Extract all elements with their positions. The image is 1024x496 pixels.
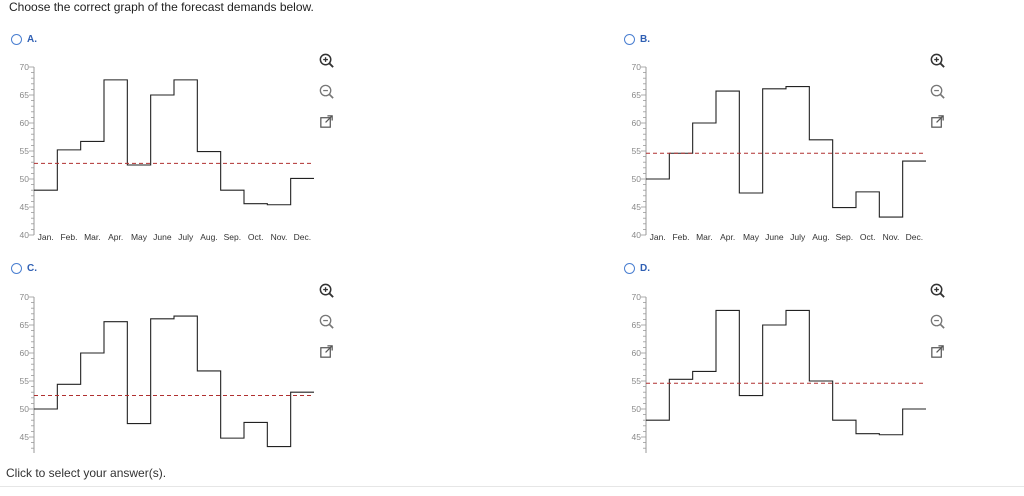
option-c[interactable]: C.	[11, 263, 37, 274]
zoom-out-icon[interactable]	[929, 313, 946, 330]
y-tick-label: 50	[20, 174, 30, 184]
y-tick-label: 45	[632, 432, 642, 442]
y-tick-label: 60	[20, 348, 30, 358]
x-category-label: May	[743, 232, 760, 242]
open-external-icon[interactable]	[929, 343, 946, 360]
chart-d: 45 50 55 60 65 70	[632, 292, 926, 453]
open-external-icon[interactable]	[318, 343, 335, 360]
option-a[interactable]: A.	[11, 34, 37, 45]
option-d-radio[interactable]	[624, 263, 635, 274]
x-category-label: Apr.	[720, 232, 735, 242]
y-tick-label: 50	[632, 174, 642, 184]
y-tick-label: 55	[632, 146, 642, 156]
y-tick-label: 50	[20, 404, 30, 414]
x-category-label: Apr.	[108, 232, 123, 242]
y-tick-label: 70	[20, 62, 30, 72]
x-category-label: July	[790, 232, 806, 242]
forecast-step-line	[34, 79, 314, 206]
x-category-label: Sep.	[836, 232, 854, 242]
y-tick-label: 60	[632, 348, 642, 358]
x-category-label: Jan.	[650, 232, 666, 242]
zoom-out-icon[interactable]	[929, 83, 946, 100]
x-category-label: June	[153, 232, 172, 242]
zoom-out-icon[interactable]	[318, 313, 335, 330]
option-a-label: A.	[27, 34, 37, 45]
y-tick-label: 70	[632, 292, 642, 302]
chart-b: 40 45 50 55 60 65 70 Jan. Feb. Mar. Apr. May June Jul…	[632, 62, 926, 242]
y-tick-label: 65	[20, 90, 30, 100]
x-category-label: June	[765, 232, 784, 242]
zoom-in-icon[interactable]	[929, 52, 946, 69]
y-tick-label: 45	[20, 432, 30, 442]
x-category-label: Mar.	[696, 232, 713, 242]
zoom-in-icon[interactable]	[318, 52, 335, 69]
x-category-label: Aug.	[812, 232, 830, 242]
y-tick-label: 60	[632, 118, 642, 128]
question-text: Choose the correct graph of the forecast…	[9, 0, 314, 14]
open-external-icon[interactable]	[318, 113, 335, 130]
option-c-label: C.	[27, 263, 37, 274]
zoom-in-icon[interactable]	[929, 282, 946, 299]
x-category-label: Dec.	[294, 232, 311, 242]
chart-a: 40 45 50 55 60 65 70 Jan. Feb. Mar. Apr. May June Jul…	[20, 62, 314, 242]
option-b-radio[interactable]	[624, 34, 635, 45]
x-category-label: Oct.	[248, 232, 264, 242]
y-tick-label: 50	[632, 404, 642, 414]
option-a-radio[interactable]	[11, 34, 22, 45]
y-tick-label: 40	[20, 230, 30, 240]
option-b[interactable]: B.	[624, 34, 650, 45]
x-category-label: Dec.	[906, 232, 923, 242]
y-tick-label: 65	[632, 320, 642, 330]
x-category-label: Oct.	[860, 232, 876, 242]
chart-c: 45 50 55 60 65 70	[20, 292, 314, 453]
y-tick-label: 70	[20, 292, 30, 302]
option-c-radio[interactable]	[11, 263, 22, 274]
bottom-divider	[0, 486, 1024, 487]
x-category-label: Feb.	[672, 232, 689, 242]
x-category-label: Feb.	[60, 232, 77, 242]
x-category-label: Jan.	[38, 232, 54, 242]
y-tick-label: 55	[20, 376, 30, 386]
open-external-icon[interactable]	[929, 113, 946, 130]
y-tick-label: 65	[632, 90, 642, 100]
y-tick-label: 45	[632, 202, 642, 212]
forecast-step-line	[646, 309, 926, 436]
option-d-label: D.	[640, 263, 650, 274]
zoom-out-icon[interactable]	[318, 83, 335, 100]
y-tick-label: 45	[20, 202, 30, 212]
x-category-label: Sep.	[224, 232, 242, 242]
y-tick-label: 40	[632, 230, 642, 240]
x-category-label: Aug.	[200, 232, 218, 242]
zoom-in-icon[interactable]	[318, 282, 335, 299]
x-category-label: July	[178, 232, 194, 242]
x-category-label: Nov.	[271, 232, 288, 242]
forecast-step-line	[646, 86, 926, 218]
y-tick-label: 70	[632, 62, 642, 72]
x-category-label: May	[131, 232, 148, 242]
y-tick-label: 55	[20, 146, 30, 156]
y-tick-label: 55	[632, 376, 642, 386]
y-tick-label: 60	[20, 118, 30, 128]
option-b-label: B.	[640, 34, 650, 45]
x-category-label: Mar.	[84, 232, 101, 242]
x-category-label: Nov.	[883, 232, 900, 242]
y-tick-label: 65	[20, 320, 30, 330]
footer-instruction: Click to select your answer(s).	[6, 466, 167, 480]
option-d[interactable]: D.	[624, 263, 650, 274]
forecast-step-line	[34, 315, 314, 448]
